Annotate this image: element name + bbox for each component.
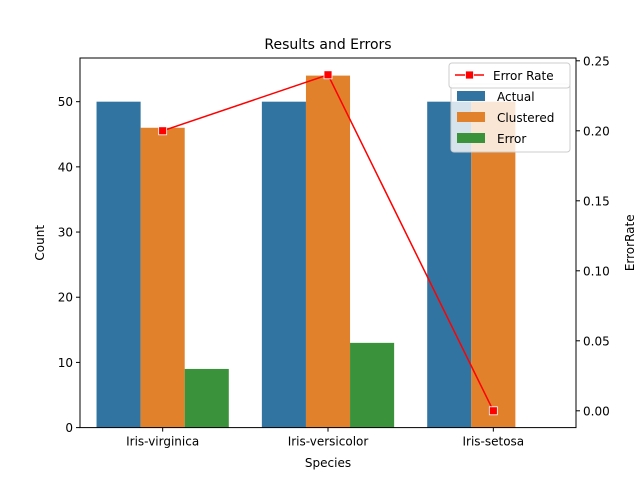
legend-label-error-rate: Error Rate [493,69,554,83]
x-tick-label: Iris-versicolor [288,435,369,449]
bars-group [96,75,516,428]
error-rate-marker-0 [158,126,168,136]
bar-clustered-1 [305,75,351,428]
error-rate-line-group [158,70,498,416]
error-rate-marker-2 [488,406,498,416]
legend-swatch-actual [457,91,485,101]
y-axis-right: 0.00 0.05 0.10 0.15 0.20 0.25 [576,54,610,418]
y-tick-label: 10 [58,356,73,370]
y-tick-label: 20 [58,291,73,305]
y2-tick-label: 0.00 [583,404,610,418]
legend-label-error: Error [497,132,526,146]
legend-swatch-clustered [457,112,485,122]
bar-clustered-0 [140,127,185,428]
bar-error-1 [350,342,395,428]
legend-marker-sample [465,70,474,80]
bar-actual-1 [261,101,306,428]
legend-swatch-error [457,133,485,143]
y-tick-label: 0 [65,421,73,435]
y2-tick-label: 0.10 [583,264,610,278]
error-rate-marker-1 [323,70,333,80]
bar-actual-0 [96,101,141,428]
y-axis-left: 0 10 20 30 40 50 [58,95,80,435]
y-tick-label: 50 [58,95,73,109]
x-tick-label: Iris-setosa [462,435,524,449]
y2-axis-label: ErrorRate [623,214,637,271]
y-axis-label: Count [33,225,47,261]
bar-clustered-2 [471,101,516,428]
x-tick-label: Iris-virginica [126,435,199,449]
y2-tick-label: 0.05 [583,334,610,348]
line-legend-box [448,62,571,89]
legend: Actual Clustered Error Error Rate [448,62,571,153]
legend-label-actual: Actual [497,90,535,104]
x-axis-label: Species [305,456,351,470]
bar-error-0 [184,368,229,428]
x-axis: Iris-virginica Iris-versicolor Iris-setosa [126,427,524,449]
chart-title: Results and Errors [264,37,391,53]
y2-tick-label: 0.20 [583,124,610,138]
y2-tick-label: 0.15 [583,194,610,208]
y-tick-label: 40 [58,160,73,174]
legend-label-clustered: Clustered [497,111,554,125]
y2-tick-label: 0.25 [583,54,610,68]
bar-actual-2 [427,101,472,428]
y-tick-label: 30 [58,226,73,240]
